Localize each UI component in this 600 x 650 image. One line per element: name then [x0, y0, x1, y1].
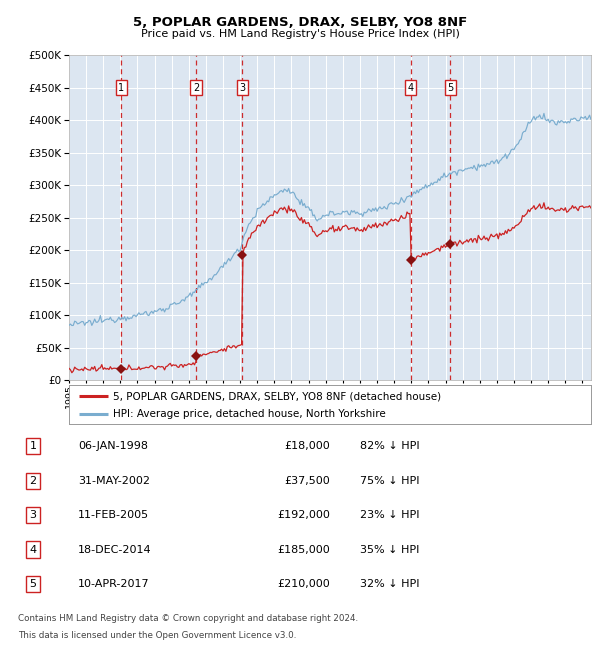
Text: 31-MAY-2002: 31-MAY-2002 — [78, 476, 150, 486]
Text: 32% ↓ HPI: 32% ↓ HPI — [360, 579, 419, 589]
Text: 3: 3 — [239, 83, 245, 93]
Text: 11-FEB-2005: 11-FEB-2005 — [78, 510, 149, 520]
Text: 5: 5 — [448, 83, 454, 93]
Text: 06-JAN-1998: 06-JAN-1998 — [78, 441, 148, 451]
Text: £37,500: £37,500 — [284, 476, 330, 486]
Text: 4: 4 — [407, 83, 413, 93]
Text: 35% ↓ HPI: 35% ↓ HPI — [360, 545, 419, 554]
Text: 2: 2 — [29, 476, 37, 486]
Text: 1: 1 — [118, 83, 124, 93]
Text: 2: 2 — [193, 83, 199, 93]
Text: £185,000: £185,000 — [277, 545, 330, 554]
Text: Contains HM Land Registry data © Crown copyright and database right 2024.: Contains HM Land Registry data © Crown c… — [18, 614, 358, 623]
Text: Price paid vs. HM Land Registry's House Price Index (HPI): Price paid vs. HM Land Registry's House … — [140, 29, 460, 40]
Text: HPI: Average price, detached house, North Yorkshire: HPI: Average price, detached house, Nort… — [113, 409, 386, 419]
Text: 4: 4 — [29, 545, 37, 554]
Text: £192,000: £192,000 — [277, 510, 330, 520]
Text: 5, POPLAR GARDENS, DRAX, SELBY, YO8 8NF: 5, POPLAR GARDENS, DRAX, SELBY, YO8 8NF — [133, 16, 467, 29]
Text: 10-APR-2017: 10-APR-2017 — [78, 579, 149, 589]
Text: This data is licensed under the Open Government Licence v3.0.: This data is licensed under the Open Gov… — [18, 631, 296, 640]
Text: £210,000: £210,000 — [277, 579, 330, 589]
Text: 3: 3 — [29, 510, 37, 520]
Text: 18-DEC-2014: 18-DEC-2014 — [78, 545, 152, 554]
Text: 5: 5 — [29, 579, 37, 589]
Text: 23% ↓ HPI: 23% ↓ HPI — [360, 510, 419, 520]
Text: 1: 1 — [29, 441, 37, 451]
Text: 82% ↓ HPI: 82% ↓ HPI — [360, 441, 419, 451]
Text: £18,000: £18,000 — [284, 441, 330, 451]
Text: 75% ↓ HPI: 75% ↓ HPI — [360, 476, 419, 486]
Text: 5, POPLAR GARDENS, DRAX, SELBY, YO8 8NF (detached house): 5, POPLAR GARDENS, DRAX, SELBY, YO8 8NF … — [113, 391, 442, 401]
